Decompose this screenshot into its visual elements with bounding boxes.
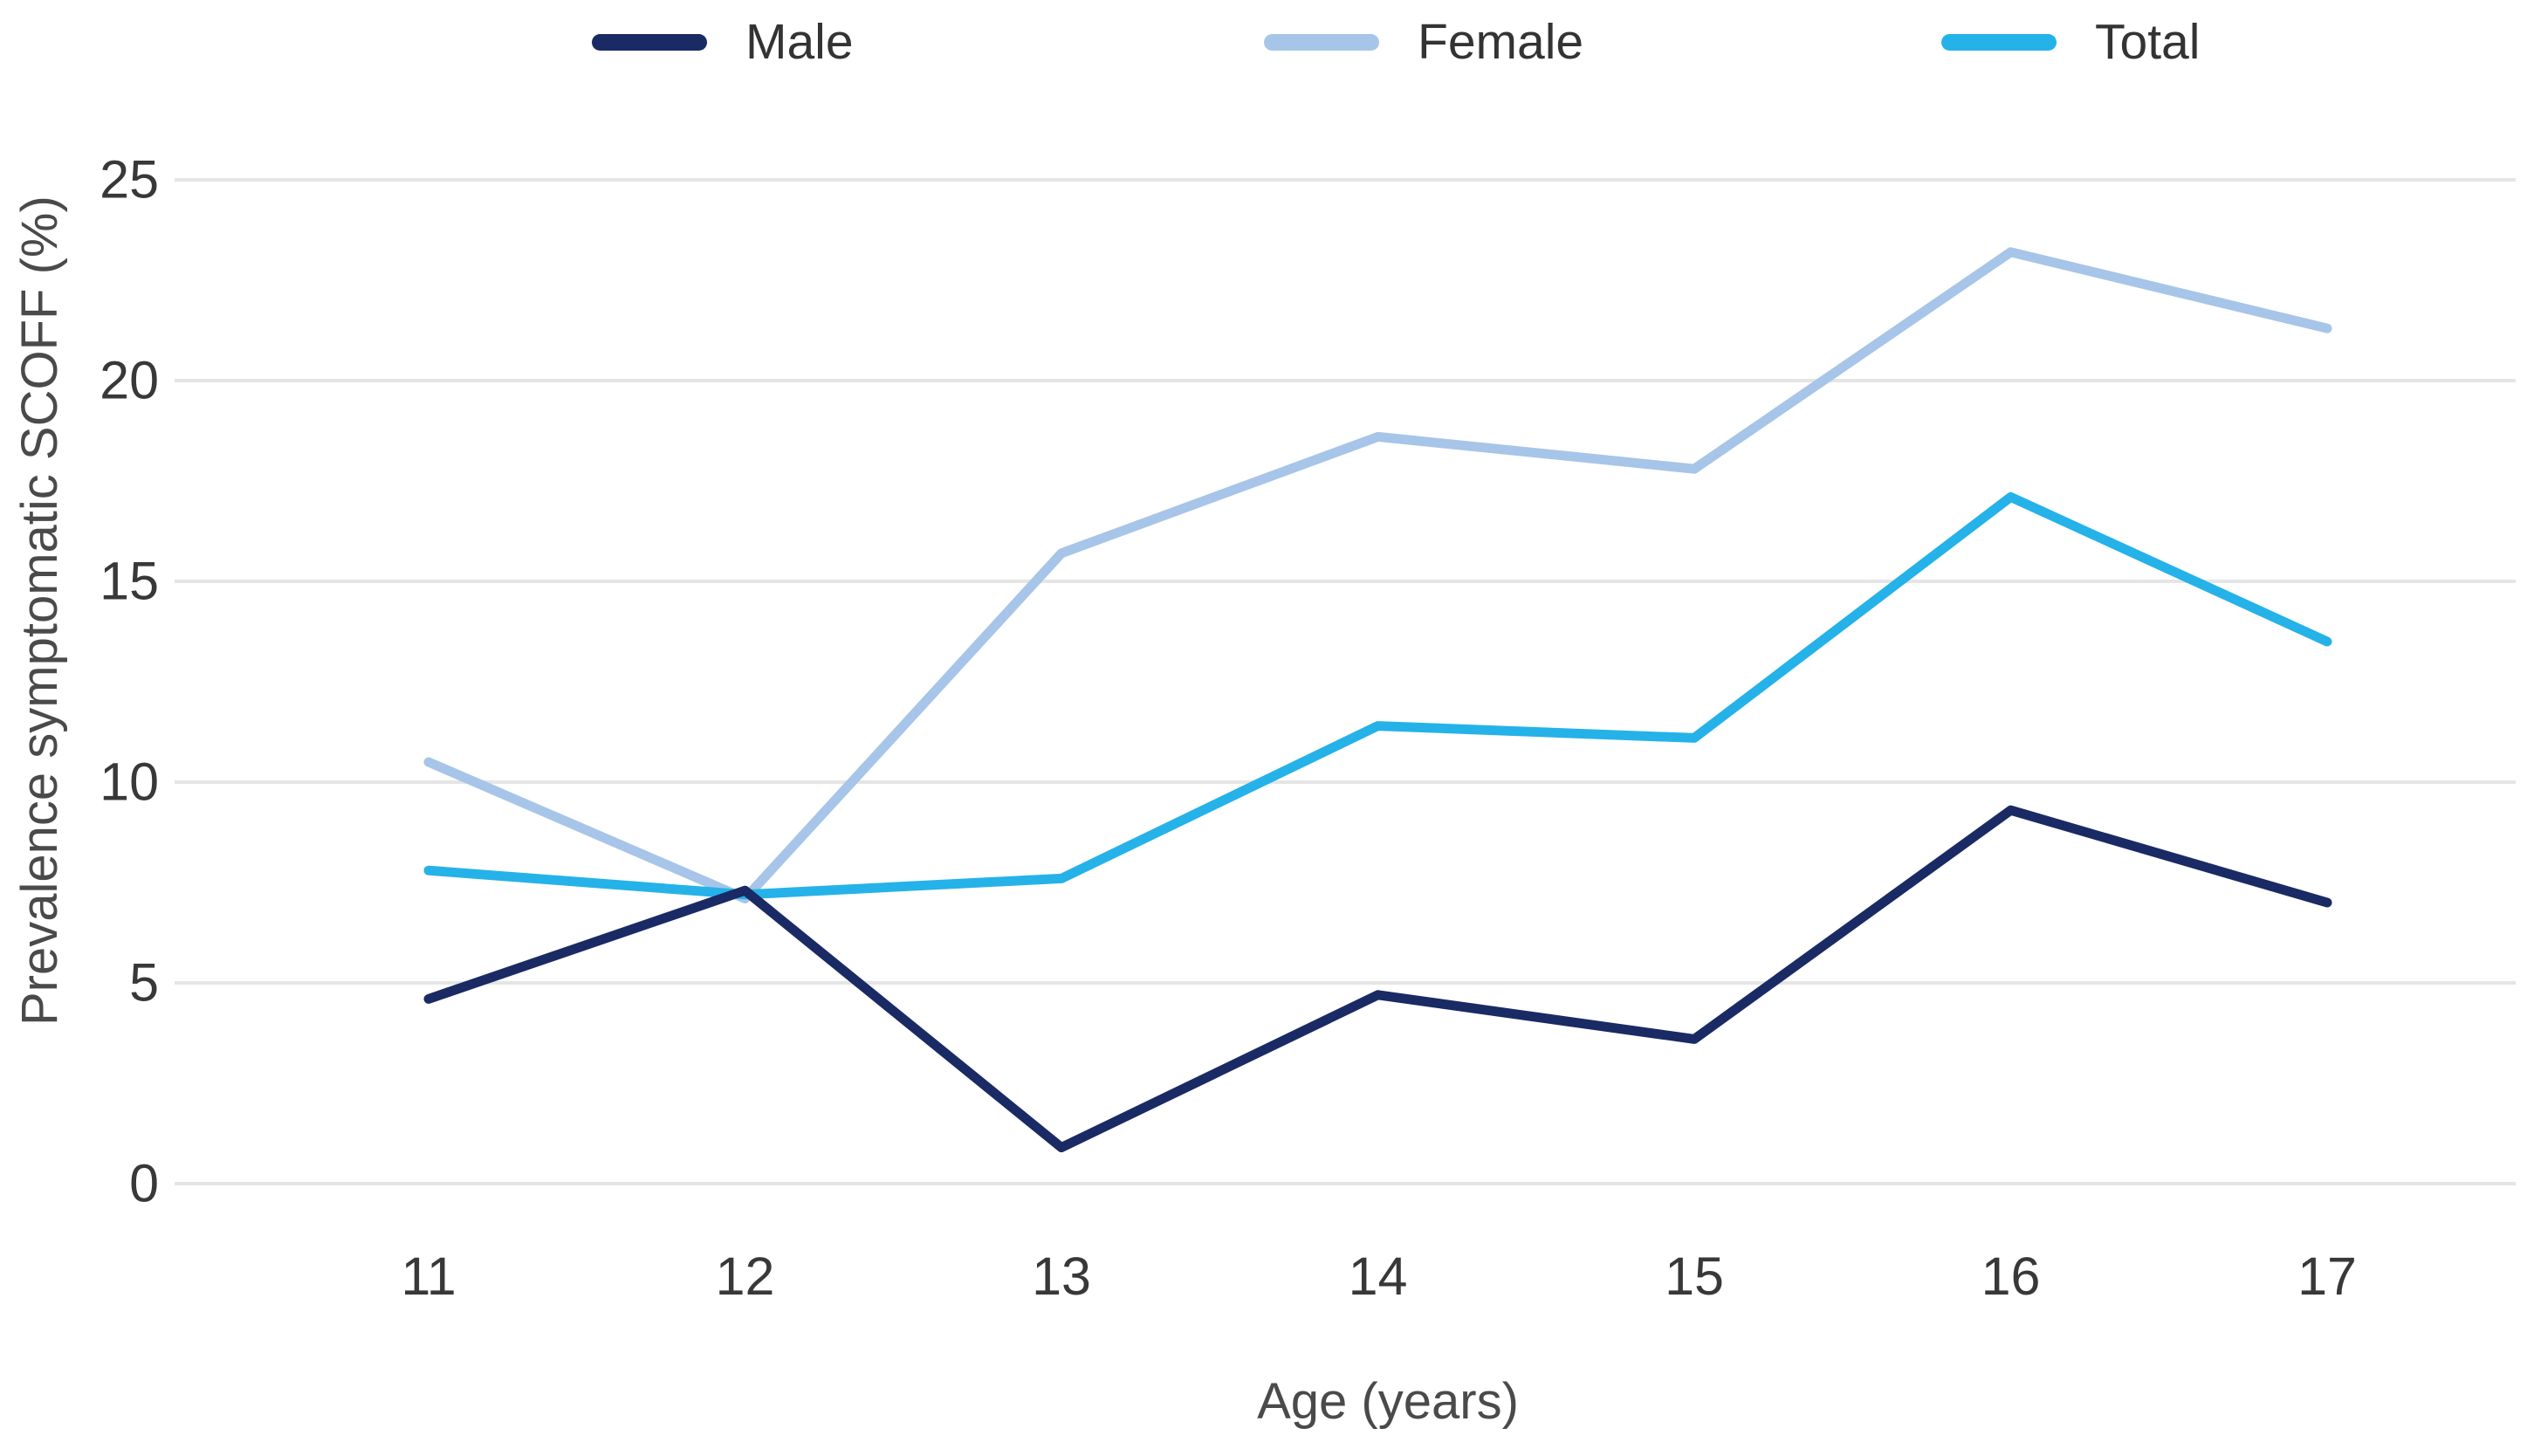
- y-tick-label-25: 25: [100, 149, 159, 209]
- y-axis-title: Prevalence symptomatic SCOFF (%): [11, 196, 68, 1027]
- legend-item-female: Female: [1264, 7, 1583, 77]
- x-tick-label-14: 14: [1348, 1247, 1408, 1306]
- x-tick-label-15: 15: [1665, 1247, 1724, 1306]
- x-tick-label-11: 11: [401, 1247, 457, 1306]
- x-tick-label-17: 17: [2297, 1247, 2357, 1306]
- legend-item-total: Total: [1941, 7, 2200, 77]
- legend-swatch-total: [1941, 33, 2057, 51]
- y-tick-label-20: 20: [100, 350, 159, 410]
- legend-label-female: Female: [1418, 13, 1584, 70]
- y-tick-label-5: 5: [129, 952, 159, 1013]
- legend-swatch-female: [1264, 33, 1379, 51]
- x-axis-title: Age (years): [1257, 1373, 1519, 1430]
- y-tick-label-10: 10: [100, 752, 159, 812]
- series-line-female: [423, 247, 2332, 903]
- y-tick-label-15: 15: [100, 551, 159, 611]
- x-tick-label-16: 16: [1981, 1247, 2041, 1306]
- x-tick-label-13: 13: [1032, 1247, 1091, 1306]
- y-tick-label-0: 0: [129, 1153, 159, 1213]
- legend-label-total: Total: [2095, 13, 2201, 70]
- legend-item-male: Male: [592, 7, 854, 77]
- legend-label-male: Male: [745, 13, 854, 70]
- x-tick-label-12: 12: [715, 1247, 775, 1306]
- legend-swatch-male: [592, 33, 707, 51]
- series-line-male: [423, 805, 2332, 1153]
- series-line-total: [423, 491, 2332, 900]
